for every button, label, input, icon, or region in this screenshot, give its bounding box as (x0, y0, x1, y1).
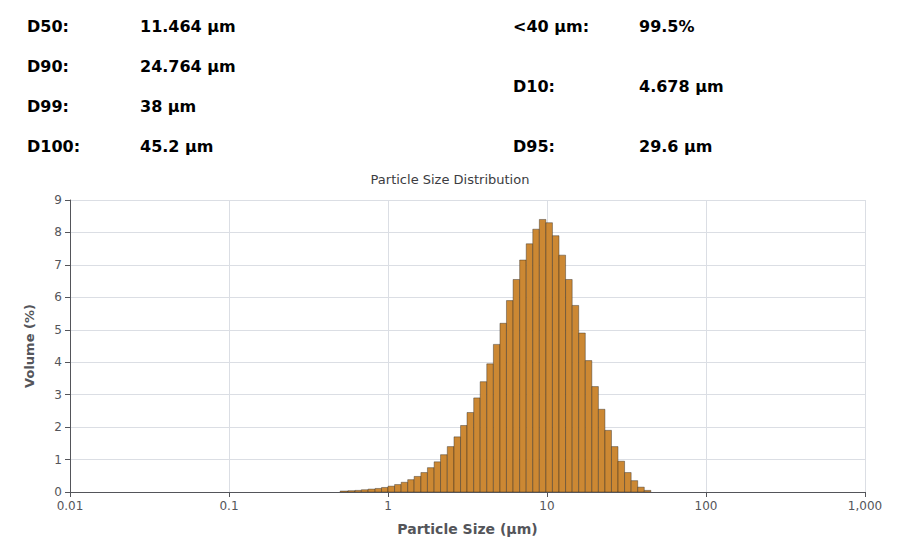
svg-text:3: 3 (54, 388, 62, 402)
svg-text:24.764 μm: 24.764 μm (140, 57, 236, 76)
svg-text:Volume (%): Volume (%) (22, 304, 37, 388)
svg-text:Particle Size Distribution: Particle Size Distribution (371, 172, 530, 187)
svg-text:8: 8 (54, 225, 62, 239)
svg-text:4: 4 (54, 355, 62, 369)
svg-text:D99:: D99: (27, 97, 69, 116)
svg-text:6: 6 (54, 290, 62, 304)
svg-text:D95:: D95: (513, 137, 555, 156)
svg-text:4.678 μm: 4.678 μm (639, 77, 724, 96)
svg-text:7: 7 (54, 258, 62, 272)
svg-text:D10:: D10: (513, 77, 555, 96)
svg-text:0: 0 (54, 485, 62, 499)
svg-text:10: 10 (539, 499, 554, 513)
svg-text:1,000: 1,000 (848, 499, 882, 513)
svg-text:<40 μm:: <40 μm: (513, 17, 589, 36)
svg-text:100: 100 (695, 499, 718, 513)
svg-text:38 μm: 38 μm (140, 97, 196, 116)
svg-text:Particle Size (μm): Particle Size (μm) (397, 521, 537, 537)
svg-text:1: 1 (384, 499, 392, 513)
svg-text:D100:: D100: (27, 137, 80, 156)
svg-text:0.01: 0.01 (57, 499, 84, 513)
svg-text:11.464 μm: 11.464 μm (140, 17, 236, 36)
svg-text:9: 9 (54, 193, 62, 207)
svg-text:45.2 μm: 45.2 μm (140, 137, 214, 156)
svg-text:1: 1 (54, 453, 62, 467)
svg-text:0.1: 0.1 (219, 499, 238, 513)
svg-text:D90:: D90: (27, 57, 69, 76)
svg-text:5: 5 (54, 323, 62, 337)
svg-text:99.5%: 99.5% (639, 17, 695, 36)
svg-text:D50:: D50: (27, 17, 69, 36)
svg-text:2: 2 (54, 420, 62, 434)
svg-text:29.6 μm: 29.6 μm (639, 137, 713, 156)
